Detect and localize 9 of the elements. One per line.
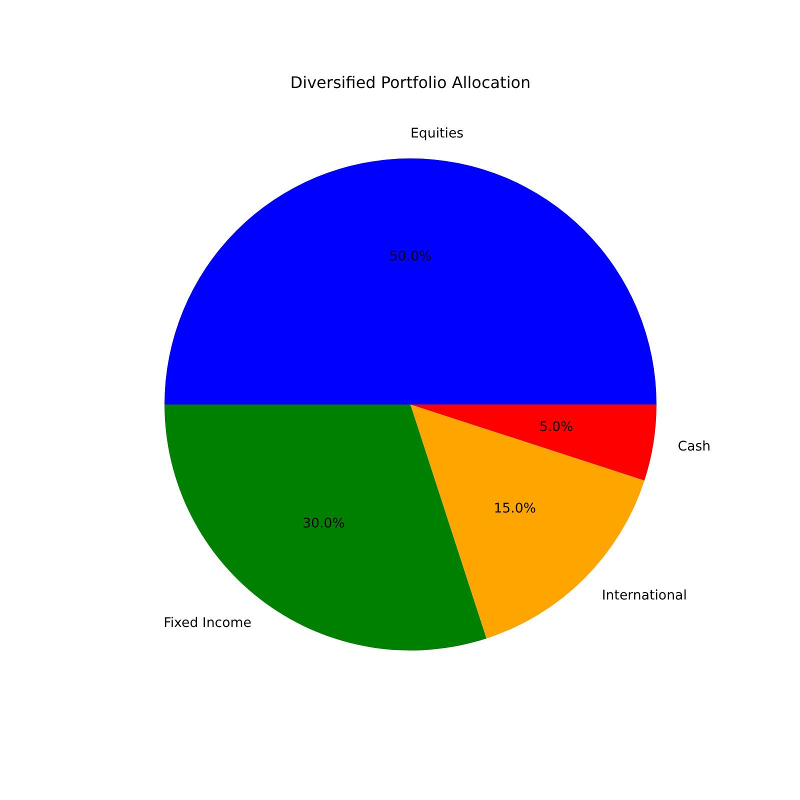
chart-title: Diversified Portfolio Allocation	[290, 73, 531, 92]
slice-label: International	[602, 588, 687, 604]
slice-label: Cash	[678, 439, 711, 454]
slice-label: Fixed Income	[164, 616, 252, 631]
data-label: 30.0%	[302, 516, 345, 532]
data-label: 15.0%	[494, 501, 536, 516]
slice-label: Equities	[410, 126, 464, 142]
data-label: 5.0%	[539, 420, 574, 436]
data-label: 50.0%	[389, 249, 432, 264]
